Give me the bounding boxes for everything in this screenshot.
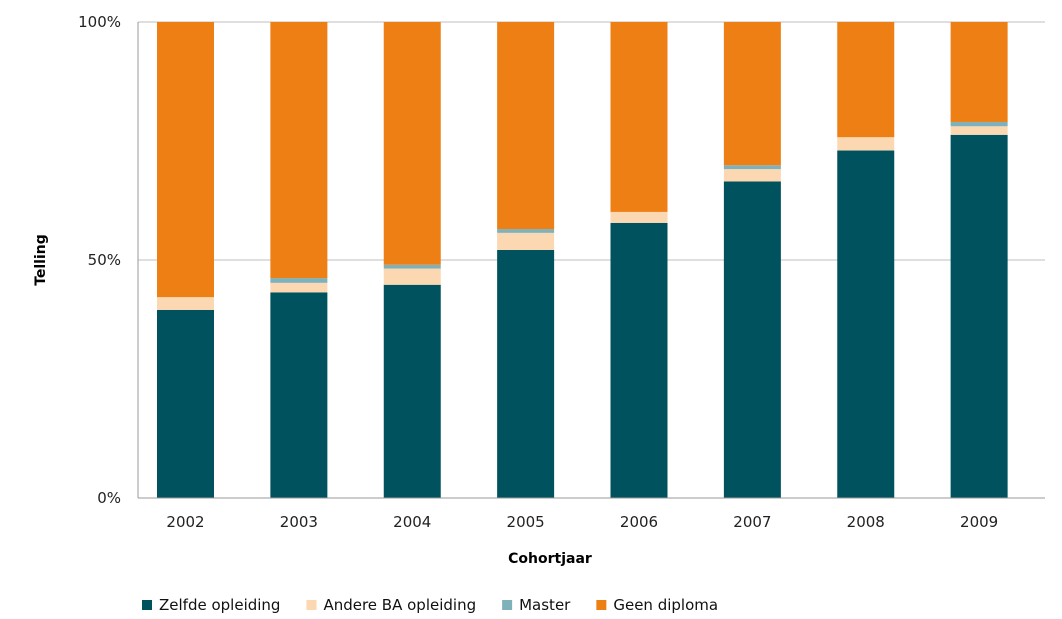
legend-swatch: [596, 600, 607, 610]
y-tick-label: 0%: [97, 489, 121, 507]
bar-segment: [270, 292, 328, 498]
bar-segment: [950, 121, 1008, 127]
bar-segment: [383, 284, 441, 498]
bar-segment: [497, 229, 555, 233]
bar-segment: [723, 181, 781, 498]
legend-swatch: [502, 600, 513, 610]
bar-segment: [950, 134, 1008, 498]
x-tick-label: 2003: [280, 513, 318, 531]
bar-area: [157, 22, 1008, 498]
legend-label: Geen diploma: [613, 596, 718, 614]
x-axis-title: Cohortjaar: [508, 551, 592, 567]
legend-item: Zelfde opleiding: [142, 596, 280, 614]
bar-segment: [723, 165, 781, 170]
bar-segment: [383, 264, 441, 269]
y-tick-labels: 0% 50% 100%: [78, 13, 121, 507]
legend: Zelfde opleiding Andere BA opleiding Maste…: [142, 596, 718, 614]
bar-segment: [497, 22, 555, 230]
bar-segment: [383, 22, 441, 265]
y-tick-label: 50%: [88, 251, 121, 269]
x-tick-label: 2008: [847, 513, 885, 531]
legend-item: Master: [502, 596, 571, 614]
bar-segment: [723, 22, 781, 166]
bar-segment: [497, 232, 555, 251]
bar-segment: [950, 22, 1008, 122]
x-tick-label: 2009: [960, 513, 998, 531]
legend-item: Andere BA opleiding: [306, 596, 476, 614]
bar-segment: [837, 137, 895, 151]
bar-segment: [837, 150, 895, 498]
y-tick-label: 100%: [78, 13, 121, 31]
bar-segment: [270, 278, 328, 283]
bar-segment: [157, 22, 214, 298]
x-tick-label: 2002: [166, 513, 204, 531]
bar-segment: [723, 169, 781, 182]
legend-swatch: [142, 600, 152, 610]
bar-segment: [610, 222, 668, 498]
bar-segment: [950, 126, 1008, 135]
legend-label: Zelfde opleiding: [159, 596, 280, 614]
legend-swatch: [306, 600, 317, 610]
bar-segment: [610, 211, 668, 223]
x-tick-label: 2007: [733, 513, 771, 531]
bar-segment: [383, 268, 441, 285]
x-tick-label: 2004: [393, 513, 431, 531]
x-tick-labels: 2002 2003 2004 2005 2006 2007 2008 2009: [166, 513, 998, 531]
axes: [137, 22, 1045, 499]
bar-segment: [270, 282, 328, 293]
bar-segment: [837, 22, 895, 138]
legend-item: Geen diploma: [596, 596, 718, 614]
bar-segment: [497, 250, 555, 498]
x-tick-label: 2006: [620, 513, 658, 531]
legend-label: Andere BA opleiding: [323, 596, 476, 614]
bar-segment: [157, 309, 214, 498]
y-axis-title: Telling: [33, 234, 49, 286]
bar-segment: [157, 297, 214, 310]
x-tick-label: 2005: [507, 513, 545, 531]
legend-label: Master: [519, 596, 571, 614]
bar-segment: [270, 22, 328, 279]
bar-segment: [610, 22, 668, 212]
